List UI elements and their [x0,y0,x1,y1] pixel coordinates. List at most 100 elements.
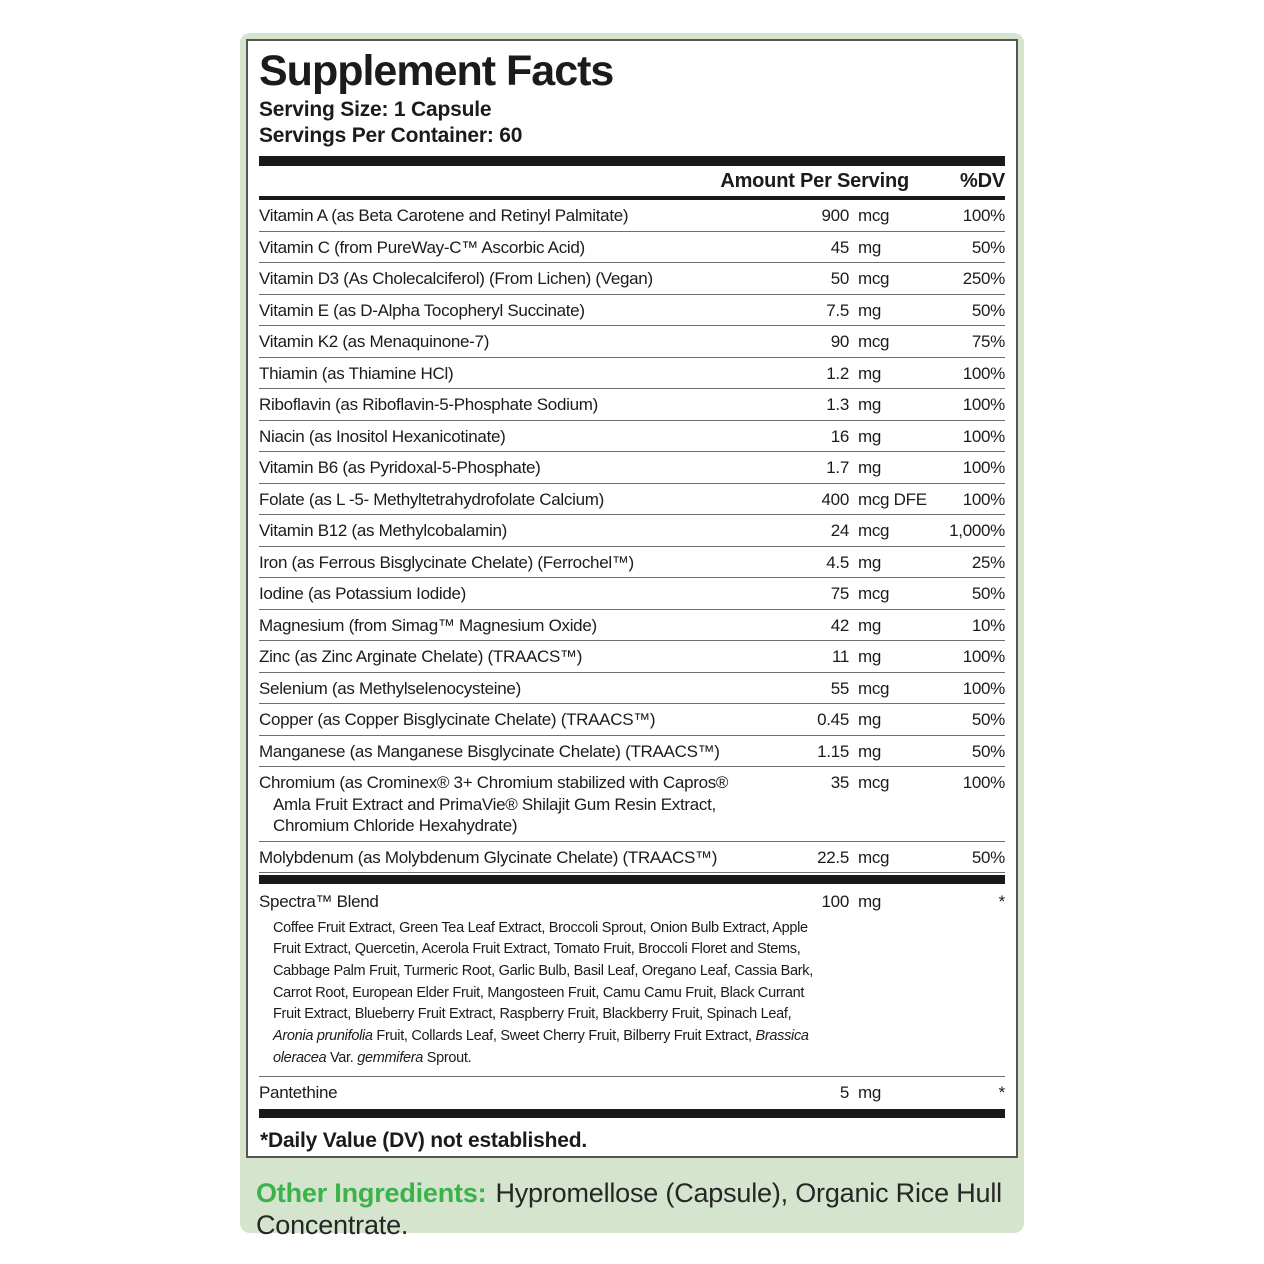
amount-value: 400 [821,489,850,509]
supplement-label: Supplement Facts Serving Size: 1 Capsule… [240,33,1024,1240]
amount-unit: mg [858,458,882,478]
amount-unit: mg [858,363,882,383]
nutrient-row: Vitamin C (from PureWay-C™ Ascorbic Acid… [259,232,1005,264]
dv-value: 100% [962,395,1006,415]
dv-value: 50% [971,300,1005,320]
divider-header [259,196,1005,201]
dv-value: 50% [971,584,1005,604]
dv-value: 10% [971,615,1005,635]
amount-unit: mg [858,395,882,415]
dv-value: 250% [962,269,1006,289]
dv-value: 100% [962,363,1006,383]
amount-value: 75 [830,584,850,604]
servings-per-container: Servings Per Container: 60 [259,124,523,148]
amount-unit: mcg [858,269,890,289]
amount-value: 1.15 [817,741,849,761]
panel-title: Supplement Facts [259,47,614,95]
nutrient-row: Chromium (as Crominex® 3+ Chromium stabi… [259,767,1005,842]
blend-row: Spectra™ Blend 100 mg * [259,886,1005,917]
nutrient-name: Folate (as L -5- Methyltetrahydrofolate … [259,489,604,509]
amount-value: 1.3 [826,395,849,415]
nutrient-name: Magnesium (from Simag™ Magnesium Oxide) [259,615,597,635]
dv-value: * [998,1082,1006,1102]
amount-cell: 24 mcg [767,520,921,542]
amount-value: 4.5 [826,552,849,572]
nutrient-name: Iron (as Ferrous Bisglycinate Chelate) (… [259,552,634,572]
amount-value: 24 [830,521,850,541]
supplement-facts-panel: Supplement Facts Serving Size: 1 Capsule… [246,39,1018,1158]
dv-value: 75% [971,332,1005,352]
column-header-amount: Amount Per Serving [720,170,909,193]
nutrient-row: Vitamin B12 (as Methylcobalamin) 24 mcg … [259,515,1005,547]
amount-unit: mg [858,426,882,446]
amount-unit: mg [858,741,882,761]
divider-blend-top [259,875,1005,885]
amount-unit: mcg [858,584,890,604]
amount-cell: 22.5 mcg [767,847,921,869]
amount-cell: 400 mcg DFE [767,489,928,511]
amount-unit: mcg [858,521,890,541]
amount-value: 1.7 [826,458,849,478]
nutrient-rows: Vitamin A (as Beta Carotene and Retinyl … [259,200,1006,874]
amount-cell: 55 mcg [767,678,921,700]
amount-value: 11 [831,647,849,667]
nutrient-name: Vitamin E (as D-Alpha Tocopheryl Succina… [259,300,585,320]
nutrient-row: Zinc (as Zinc Arginate Chelate) (TRAACS™… [259,641,1005,673]
nutrient-row: Iodine (as Potassium Iodide) 75 mcg 50% [259,578,1005,610]
amount-unit: mcg [858,206,890,226]
amount-cell: 100 mg [767,891,921,913]
amount-cell: 4.5 mg [767,552,921,574]
amount-value: 900 [821,206,850,226]
nutrient-name: Spectra™ Blend [259,892,379,912]
nutrient-name: Vitamin B6 (as Pyridoxal-5-Phosphate) [259,458,541,478]
amount-unit: mg [858,300,882,320]
dv-value: 25% [971,552,1005,572]
amount-cell: 42 mg [767,615,921,637]
amount-value: 42 [830,615,850,635]
amount-value: 22.5 [817,847,849,867]
nutrient-name: Thiamin (as Thiamine HCl) [259,363,454,383]
nutrient-name: Pantethine [259,1082,338,1102]
amount-value: 100 [821,892,850,912]
amount-value: 1.2 [826,363,849,383]
nutrient-name: Vitamin D3 (As Cholecalciferol) (From Li… [259,269,653,289]
nutrient-name: Manganese (as Manganese Bisglycinate Che… [259,741,720,761]
nutrient-row: Vitamin K2 (as Menaquinone-7) 90 mcg 75% [259,326,1005,358]
amount-value: 50 [830,269,850,289]
other-ingredients-line2: Concentrate. [256,1210,409,1240]
nutrient-row: Molybdenum (as Molybdenum Glycinate Chel… [259,842,1005,874]
other-ingredients-label: Other Ingredients: [256,1178,487,1208]
nutrient-row: Vitamin D3 (As Cholecalciferol) (From Li… [259,263,1005,295]
divider-footnote [259,1109,1005,1119]
amount-cell: 7.5 mg [767,300,921,322]
amount-cell: 35 mcg [767,772,921,794]
dv-footnote: *Daily Value (DV) not established. [260,1129,587,1153]
amount-value: 7.5 [826,300,849,320]
amount-unit: mg [858,892,882,912]
nutrient-row: Thiamin (as Thiamine HCl) 1.2 mg 100% [259,358,1005,390]
dv-value: 100% [962,678,1006,698]
dv-value: 100% [962,458,1006,478]
column-header-dv: %DV [960,170,1005,193]
amount-unit: mg [858,237,882,257]
amount-cell: 900 mcg [767,205,921,227]
other-ingredients-line1: Hypromellose (Capsule), Organic Rice Hul… [495,1178,1002,1208]
nutrient-row: Magnesium (from Simag™ Magnesium Oxide) … [259,610,1005,642]
nutrient-row: Vitamin E (as D-Alpha Tocopheryl Succina… [259,295,1005,327]
amount-value: 0.45 [817,710,849,730]
dv-value: 100% [962,489,1006,509]
nutrient-name: Selenium (as Methylselenocysteine) [259,678,521,698]
divider-top-thick [259,156,1005,167]
amount-cell: 1.3 mg [767,394,921,416]
amount-unit: mg [858,1082,882,1102]
blend-ingredients: Coffee Fruit Extract, Green Tea Leaf Ext… [273,919,813,1066]
dv-value: 50% [971,741,1005,761]
nutrient-name: Riboflavin (as Riboflavin-5-Phosphate So… [259,395,598,415]
amount-value: 35 [830,773,850,793]
nutrient-name: Molybdenum (as Molybdenum Glycinate Chel… [259,847,718,867]
serving-size: Serving Size: 1 Capsule [259,98,492,122]
amount-value: 5 [839,1082,849,1102]
amount-value: 16 [830,426,850,446]
amount-value: 45 [830,237,850,257]
